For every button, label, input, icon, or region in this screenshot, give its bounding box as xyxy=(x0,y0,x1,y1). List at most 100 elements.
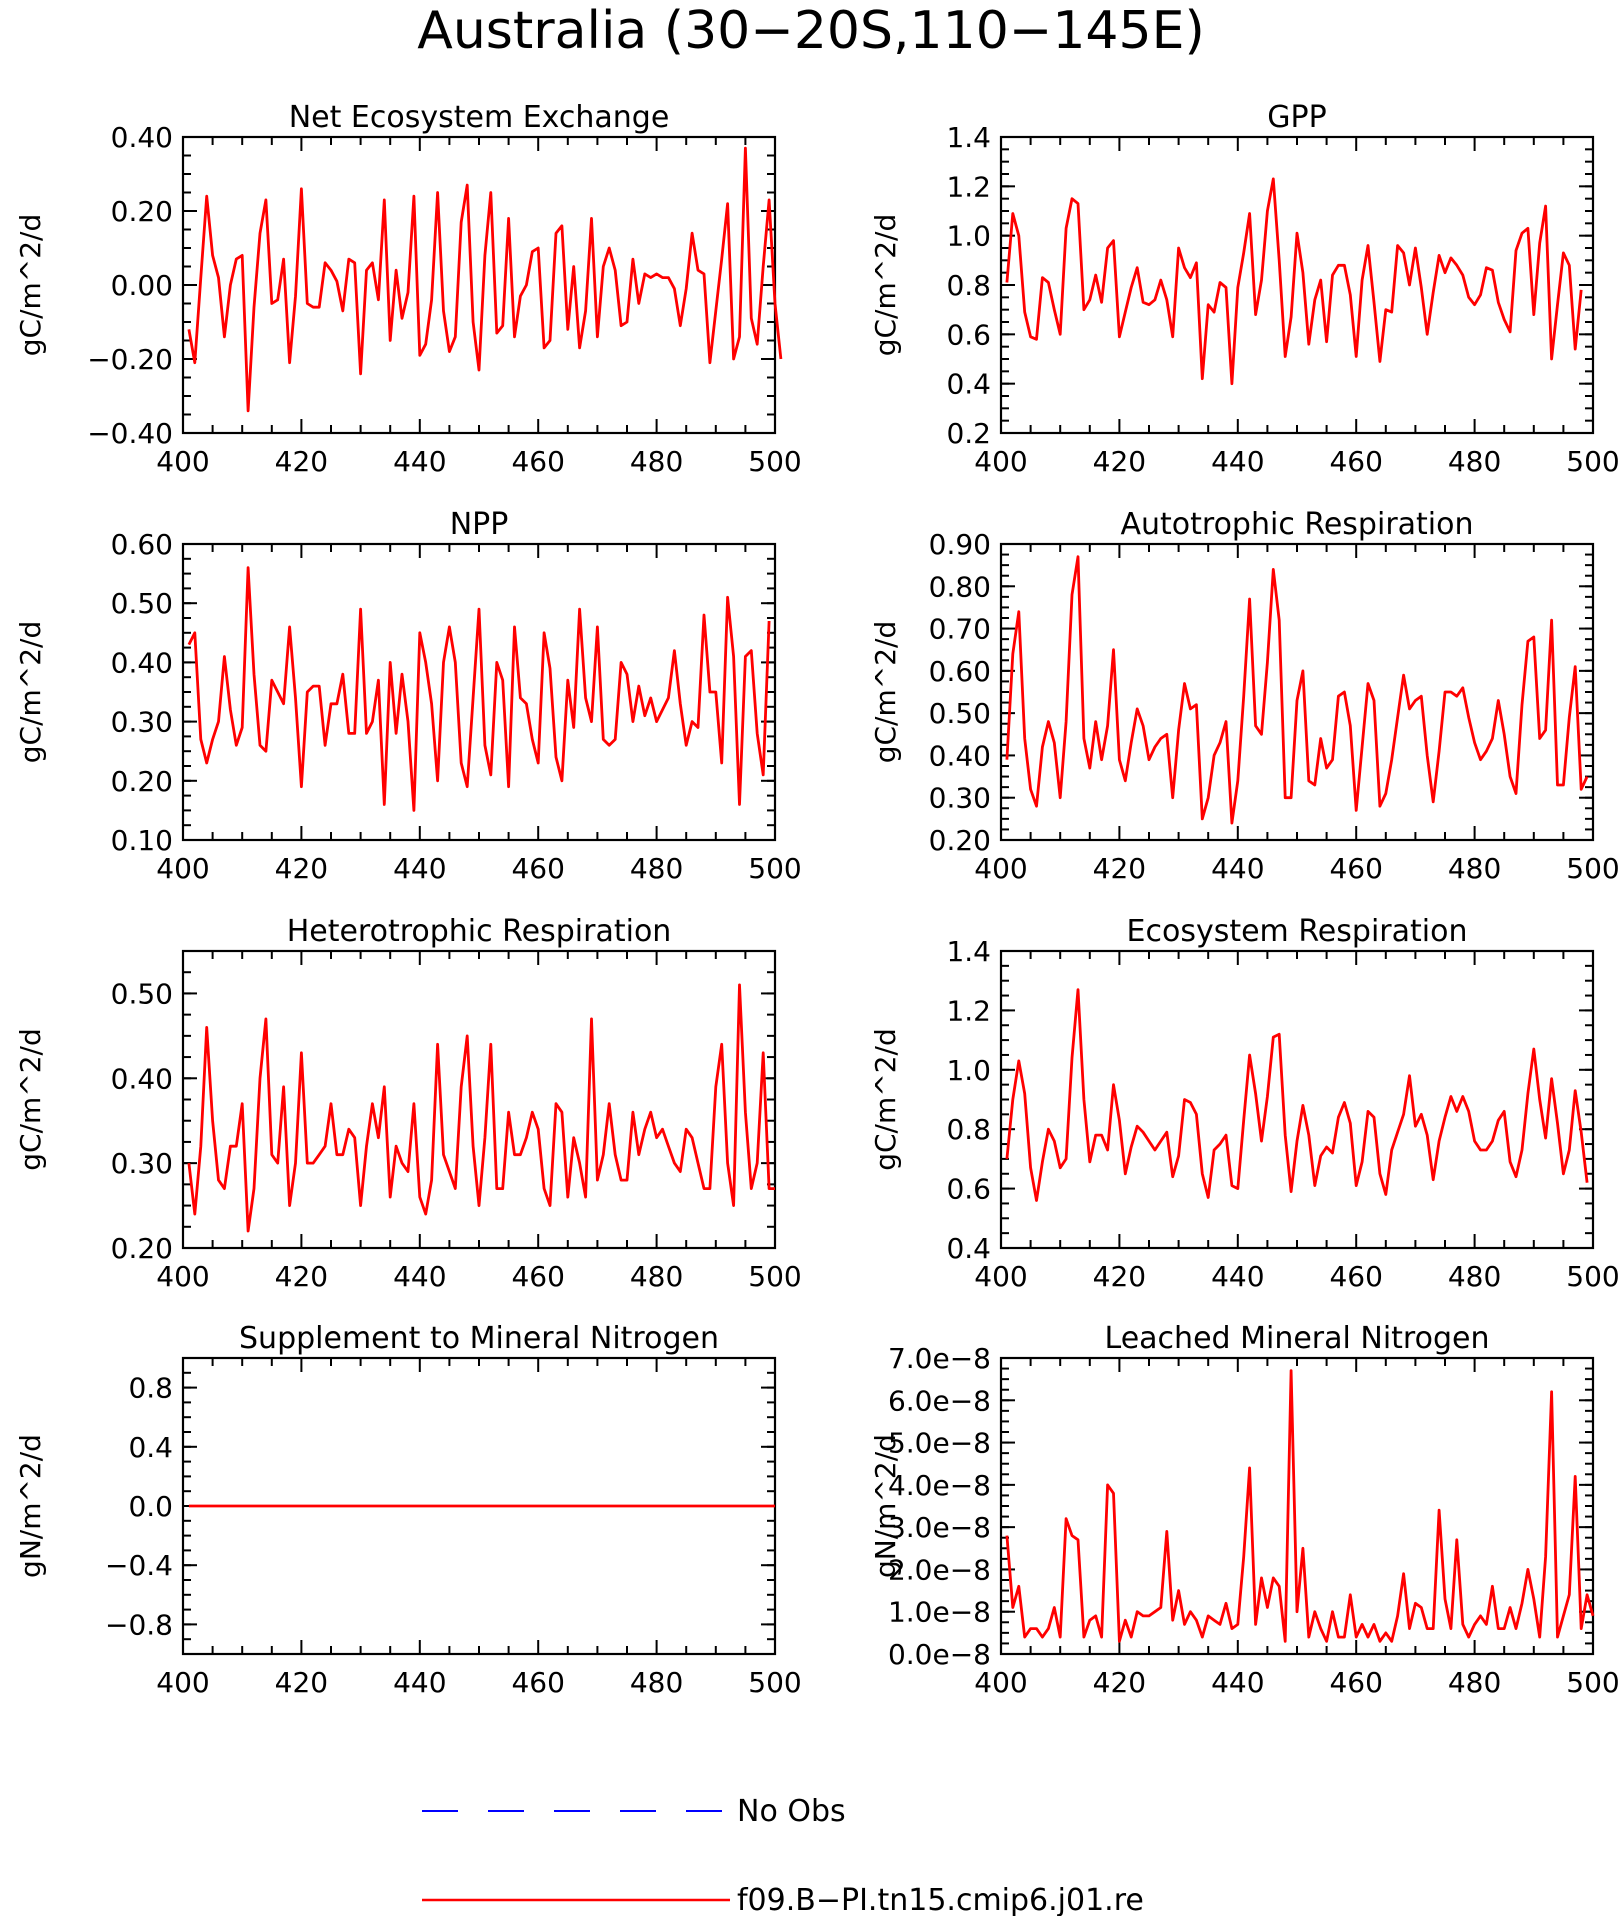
x-tick-label: 420 xyxy=(275,445,328,478)
x-tick-label: 420 xyxy=(1093,1666,1146,1699)
x-tick-label: 440 xyxy=(393,852,446,885)
y-tick-label: 5.0e−8 xyxy=(888,1427,991,1460)
y-tick-label: 0.8 xyxy=(128,1372,173,1405)
x-tick-label: 420 xyxy=(275,1666,328,1699)
panel-title: Ecosystem Respiration xyxy=(1127,914,1468,949)
y-tick-label: 1.0e−8 xyxy=(888,1596,991,1629)
panel-title: Net Ecosystem Exchange xyxy=(289,100,670,135)
series-line-1 xyxy=(187,146,783,413)
x-tick-label: 400 xyxy=(156,852,209,885)
x-tick-label: 480 xyxy=(1448,1260,1501,1293)
y-tick-label: 0.20 xyxy=(929,824,991,857)
y-axis-label: gC/m^2/d xyxy=(869,214,902,357)
x-tick-label: 460 xyxy=(1329,1666,1382,1699)
x-tick-label: 400 xyxy=(156,445,209,478)
y-tick-label: −0.8 xyxy=(105,1608,173,1641)
x-tick-label: 420 xyxy=(1093,445,1146,478)
y-tick-label: 1.4 xyxy=(946,121,991,154)
x-tick-label: 500 xyxy=(748,852,801,885)
y-tick-label: 0.2 xyxy=(946,417,991,450)
y-tick-label: 0.0e−8 xyxy=(888,1638,991,1671)
y-tick-label: 0.40 xyxy=(929,739,991,772)
x-tick-label: 480 xyxy=(630,445,683,478)
series-line-1 xyxy=(1005,988,1589,1202)
series-line-1 xyxy=(1005,1369,1595,1643)
y-tick-label: 1.0 xyxy=(946,220,991,253)
y-tick-label: 0.10 xyxy=(111,824,173,857)
x-tick-label: 400 xyxy=(156,1666,209,1699)
plot-frame xyxy=(999,542,1595,842)
y-tick-label: 0.20 xyxy=(111,195,173,228)
y-tick-label: −0.4 xyxy=(105,1549,173,1582)
legend-label-model: f09.B−PI.tn15.cmip6.j01.re xyxy=(737,1883,1144,1916)
x-tick-label: 440 xyxy=(1211,1666,1264,1699)
y-tick-label: 0.50 xyxy=(111,587,173,620)
panel-title: NPP xyxy=(450,507,509,542)
x-tick-label: 500 xyxy=(1566,445,1619,478)
x-tick-label: 460 xyxy=(1329,1260,1382,1293)
x-tick-label: 480 xyxy=(1448,445,1501,478)
y-tick-label: 0.90 xyxy=(929,528,991,561)
x-tick-label: 500 xyxy=(1566,852,1619,885)
panels: Net Ecosystem Exchange 400 420 440 460 480 500… xyxy=(14,100,1620,1699)
y-axis-label: gC/m^2/d xyxy=(869,1028,902,1171)
panel-3: NPP 400 420 440 460 480 500 0.10 0.20 0.30 0.40 0.5… xyxy=(14,507,802,885)
y-tick-label: 1.0 xyxy=(946,1054,991,1087)
x-tick-label: 400 xyxy=(156,1260,209,1293)
series-line-1 xyxy=(1005,177,1583,386)
figure-title: Australia (30−20S,110−145E) xyxy=(417,1,1205,61)
x-tick-label: 440 xyxy=(393,1666,446,1699)
y-tick-label: 6.0e−8 xyxy=(888,1384,991,1417)
y-tick-label: 0.8 xyxy=(946,269,991,302)
x-tick-label: 440 xyxy=(393,445,446,478)
y-tick-label: 0.30 xyxy=(111,706,173,739)
y-axis-label: gN/m^2/d xyxy=(869,1434,902,1578)
y-tick-label: 0.4 xyxy=(128,1431,173,1464)
y-tick-label: 1.4 xyxy=(946,935,991,968)
y-tick-label: 0.00 xyxy=(111,269,173,302)
x-tick-label: 480 xyxy=(630,1666,683,1699)
y-tick-label: 0.4 xyxy=(946,1232,991,1265)
x-tick-label: 400 xyxy=(974,1260,1027,1293)
y-tick-label: 0.6 xyxy=(946,318,991,351)
x-tick-label: 400 xyxy=(974,445,1027,478)
y-tick-label: 0.60 xyxy=(929,655,991,688)
y-tick-label: 7.0e−8 xyxy=(888,1342,991,1375)
panel-2: GPP 400 420 440 460 480 500 0.2 0.4 0.6 0.8 1.0 1.2 1… xyxy=(869,100,1620,478)
y-axis-label: gC/m^2/d xyxy=(14,214,47,357)
y-tick-label: 0.6 xyxy=(946,1173,991,1206)
panel-5: Heterotrophic Respiration 400 420 440 460 480… xyxy=(14,914,802,1293)
y-tick-label: 0.80 xyxy=(929,570,991,603)
x-tick-label: 460 xyxy=(1329,445,1382,478)
series-line-1 xyxy=(187,566,771,812)
y-tick-label: 0.30 xyxy=(929,782,991,815)
y-tick-label: 0.50 xyxy=(111,977,173,1010)
y-axis-label: gC/m^2/d xyxy=(869,621,902,764)
x-tick-label: 500 xyxy=(1566,1666,1619,1699)
x-tick-label: 480 xyxy=(630,852,683,885)
y-tick-label: 0.50 xyxy=(929,697,991,730)
panel-title: Leached Mineral Nitrogen xyxy=(1105,1321,1490,1356)
x-tick-label: 440 xyxy=(1211,852,1264,885)
y-tick-label: 1.2 xyxy=(946,170,991,203)
x-tick-label: 500 xyxy=(748,1666,801,1699)
panel-title: Heterotrophic Respiration xyxy=(287,914,672,949)
x-tick-label: 440 xyxy=(393,1260,446,1293)
x-tick-label: 420 xyxy=(275,1260,328,1293)
y-axis-label: gC/m^2/d xyxy=(14,621,47,764)
x-tick-label: 420 xyxy=(1093,852,1146,885)
x-tick-label: 480 xyxy=(1448,852,1501,885)
x-tick-label: 500 xyxy=(748,445,801,478)
x-tick-label: 420 xyxy=(1093,1260,1146,1293)
y-tick-label: 0.30 xyxy=(111,1147,173,1180)
y-tick-label: 2.0e−8 xyxy=(888,1553,991,1586)
y-tick-label: 0.70 xyxy=(929,613,991,646)
y-axis-label: gC/m^2/d xyxy=(14,1028,47,1171)
y-axis-label: gN/m^2/d xyxy=(14,1434,47,1578)
panel-title: Autotrophic Respiration xyxy=(1120,507,1473,542)
y-tick-label: 0.0 xyxy=(128,1490,173,1523)
y-tick-label: 0.20 xyxy=(111,1232,173,1265)
x-tick-label: 500 xyxy=(1566,1260,1619,1293)
x-tick-label: 440 xyxy=(1211,1260,1264,1293)
